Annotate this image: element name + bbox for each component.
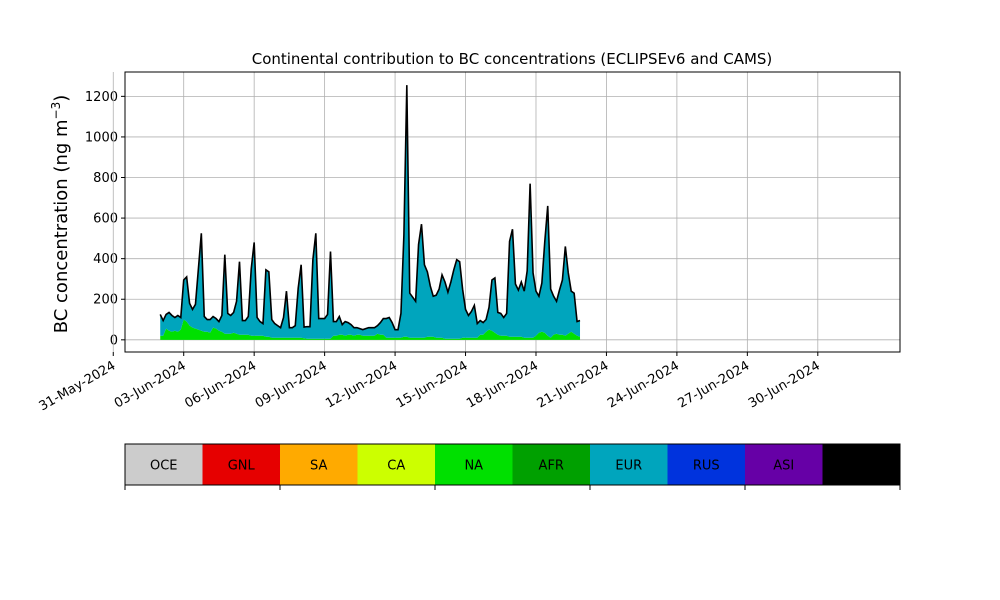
x-tick-label: 18-Jun-2024 bbox=[464, 358, 541, 411]
y-axis-label: BC concentration (ng m−3) bbox=[49, 95, 72, 334]
legend-swatch-na bbox=[435, 444, 513, 485]
legend-swatch-ca bbox=[357, 444, 436, 485]
legend-swatch-aus bbox=[822, 444, 901, 485]
x-tick-label: 31-May-2024 bbox=[37, 358, 119, 414]
legend-swatch-rus bbox=[667, 444, 746, 485]
legend-label-afr: AFR bbox=[539, 459, 564, 474]
y-tick-label: 800 bbox=[93, 171, 118, 186]
legend-label-ca: CA bbox=[387, 459, 405, 474]
legend-swatch-sa bbox=[280, 444, 358, 485]
y-tick-label: 400 bbox=[93, 252, 118, 267]
legend-bar-frame bbox=[124, 443, 901, 486]
y-tick-label: 0 bbox=[110, 333, 118, 348]
x-tick-label: 27-Jun-2024 bbox=[676, 358, 753, 411]
legend-label-oce: OCE bbox=[150, 459, 178, 474]
legend-label-asi: ASI bbox=[773, 459, 794, 474]
legend-label-na: NA bbox=[464, 459, 483, 474]
x-tick-label: 30-Jun-2024 bbox=[746, 358, 823, 411]
legend-label-eur: EUR bbox=[615, 459, 642, 474]
legend-swatch-eur bbox=[590, 444, 668, 485]
legend-label-sa: SA bbox=[310, 459, 327, 474]
x-tick-label: 12-Jun-2024 bbox=[323, 358, 400, 411]
plot-frame bbox=[124, 71, 901, 353]
x-tick-label: 24-Jun-2024 bbox=[605, 358, 682, 411]
x-tick-label: 06-Jun-2024 bbox=[182, 358, 259, 411]
plot-area: 0 200 400 600 800 1000 1200 31-May-202403-Jun-2… bbox=[37, 71, 901, 414]
legend-label-gnl: GNL bbox=[228, 459, 256, 474]
legend-swatch-gnl bbox=[202, 444, 281, 485]
chart-title: Continental contribution to BC concentra… bbox=[252, 50, 773, 68]
legend-label-rus: RUS bbox=[693, 459, 720, 474]
y-tick-label: 1000 bbox=[85, 130, 118, 145]
legend-label-aus: AUS bbox=[848, 459, 875, 474]
total-concentration-line bbox=[159, 85, 581, 331]
x-tick-label: 09-Jun-2024 bbox=[253, 358, 330, 411]
y-tick-label: 1200 bbox=[85, 90, 118, 105]
y-tick-label: 600 bbox=[93, 212, 118, 227]
legend-swatch-asi bbox=[745, 444, 823, 485]
x-tick-label: 03-Jun-2024 bbox=[112, 358, 189, 411]
legend-swatch-afr bbox=[512, 444, 591, 485]
x-tick-label: 15-Jun-2024 bbox=[394, 358, 471, 411]
x-tick-label: 21-Jun-2024 bbox=[535, 358, 612, 411]
area-series-eur bbox=[160, 85, 581, 339]
legend-swatch-oce bbox=[125, 444, 203, 485]
area-series-na bbox=[160, 319, 581, 340]
y-tick-label: 200 bbox=[93, 293, 118, 308]
region-legend-bar: OCE GNL SA CA NA AFR EUR RUS ASI AUS bbox=[124, 443, 901, 490]
